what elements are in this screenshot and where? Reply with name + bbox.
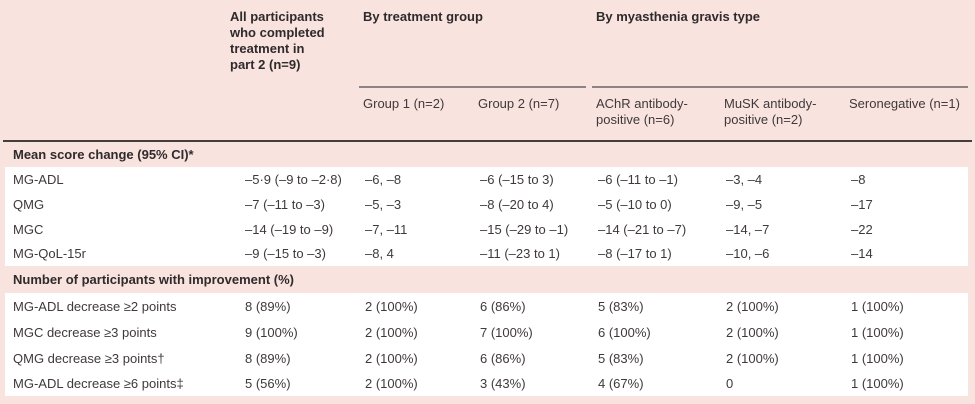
table-cell: 6 (100%) — [598, 324, 651, 340]
column-group-header-by-treatment-group: By treatment group — [363, 9, 483, 24]
row-label: MG-ADL — [13, 172, 64, 187]
table-cell: –9 (–15 to –3) — [245, 246, 326, 261]
table-cell: –10, –6 — [726, 246, 770, 261]
row-label: MGC decrease ≥3 points — [13, 324, 157, 340]
column-group-header-by-mg-type: By myasthenia gravis type — [596, 9, 761, 24]
table-cell: –14 — [851, 246, 873, 261]
row-mgc: MGC –14 (–19 to –9) –7, –11 –15 (–29 to … — [5, 217, 968, 242]
row-mg-qol-15r: MG-QoL-15r –9 (–15 to –3) –8, 4 –11 (–23… — [5, 241, 968, 266]
table-cell: –6, –8 — [365, 172, 402, 187]
table-cell: –14 (–21 to –7) — [598, 222, 687, 237]
section-header-label: Mean score change (95% CI)* — [13, 147, 194, 162]
table-cell: –14 (–19 to –9) — [245, 222, 334, 237]
column-header-all-participants: All participants who completed treatment… — [230, 9, 325, 72]
table-cell: 2 (100%) — [365, 350, 418, 366]
table-cell: –7 (–11 to –3) — [245, 197, 325, 212]
section-header-participants-improvement: Number of participants with improvement … — [5, 266, 968, 293]
table-cell: 2 (100%) — [365, 298, 418, 314]
row-mg-adl-decrease-6: MG-ADL decrease ≥6 points‡ 5 (56%) 2 (10… — [5, 370, 968, 396]
table-cell: –5 (–10 to 0) — [598, 197, 672, 212]
table-cell: –8 — [851, 172, 866, 187]
table-cell: –7, –11 — [365, 222, 408, 237]
section-header-mean-score-change: Mean score change (95% CI)* — [5, 142, 968, 167]
table-cell: –6 (–11 to –1) — [598, 172, 678, 187]
table-cell: –9, –5 — [726, 197, 763, 212]
table-cell: 3 (43%) — [480, 375, 526, 391]
table-cell: 2 (100%) — [726, 350, 779, 366]
column-header-achr: AChR antibody- positive (n=6) — [596, 96, 688, 127]
table-cell: 8 (89%) — [245, 298, 291, 314]
table-cell: 1 (100%) — [851, 375, 904, 391]
column-header-seronegative: Seronegative (n=1) — [849, 96, 960, 111]
section-header-label: Number of participants with improvement … — [13, 272, 294, 287]
table-cell: –8, 4 — [365, 246, 394, 261]
table-cell: 1 (100%) — [851, 298, 904, 314]
row-label: MGC — [13, 222, 44, 237]
table-cell: 5 (56%) — [245, 375, 291, 391]
table-cell: –6 (–15 to 3) — [480, 172, 554, 187]
data-band-improvement — [5, 293, 968, 396]
table-cell: 4 (67%) — [598, 375, 644, 391]
row-label: MG-ADL decrease ≥2 points — [13, 298, 177, 314]
header-divider-rule — [3, 140, 972, 142]
table-cell: 1 (100%) — [851, 350, 904, 366]
table-cell: –15 (–29 to –1) — [480, 222, 569, 237]
table-cell: 5 (83%) — [598, 350, 644, 366]
table-cell: 2 (100%) — [726, 298, 779, 314]
row-mgc-decrease-3: MGC decrease ≥3 points 9 (100%) 2 (100%)… — [5, 319, 968, 345]
table-cell: –8 (–17 to 1) — [598, 246, 672, 261]
row-label: MG-QoL-15r — [13, 246, 86, 261]
mg-type-spanner-rule — [592, 86, 968, 88]
table-cell: –3, –4 — [726, 172, 763, 187]
table-cell: –8 (–20 to 4) — [480, 197, 554, 212]
table-cell: –5, –3 — [365, 197, 402, 212]
table-cell: –22 — [851, 222, 873, 237]
row-label: QMG decrease ≥3 points† — [13, 350, 165, 366]
row-mg-adl-decrease-2: MG-ADL decrease ≥2 points 8 (89%) 2 (100… — [5, 293, 968, 319]
table-cell: –5·9 (–9 to –2·8) — [245, 172, 342, 187]
table-cell: 2 (100%) — [365, 375, 418, 391]
column-header-group1: Group 1 (n=2) — [363, 96, 445, 111]
table-cell: 6 (86%) — [480, 350, 526, 366]
table-cell: 5 (83%) — [598, 298, 644, 314]
row-mg-adl: MG-ADL –5·9 (–9 to –2·8) –6, –8 –6 (–15 … — [5, 167, 968, 192]
table-cell: –11 (–23 to 1) — [480, 246, 560, 261]
table-cell: 2 (100%) — [365, 324, 418, 340]
table-cell: 9 (100%) — [245, 324, 298, 340]
treatment-group-spanner-rule — [359, 86, 586, 88]
table-cell: 2 (100%) — [726, 324, 779, 340]
row-label: QMG — [13, 197, 45, 212]
column-header-group2: Group 2 (n=7) — [478, 96, 560, 111]
column-header-musk: MuSK antibody- positive (n=2) — [724, 96, 817, 127]
table-cell: 8 (89%) — [245, 350, 291, 366]
table-cell: 1 (100%) — [851, 324, 904, 340]
row-label: MG-ADL decrease ≥6 points‡ — [13, 375, 184, 391]
table-cell: –17 — [851, 197, 873, 212]
data-band-mean-scores — [5, 167, 968, 266]
row-qmg: QMG –7 (–11 to –3) –5, –3 –8 (–20 to 4) … — [5, 192, 968, 217]
table-cell: 6 (86%) — [480, 298, 526, 314]
table-cell: –14, –7 — [726, 222, 770, 237]
table-cell: 7 (100%) — [480, 324, 533, 340]
table-cell: 0 — [726, 375, 734, 391]
row-qmg-decrease-3: QMG decrease ≥3 points† 8 (89%) 2 (100%)… — [5, 345, 968, 371]
